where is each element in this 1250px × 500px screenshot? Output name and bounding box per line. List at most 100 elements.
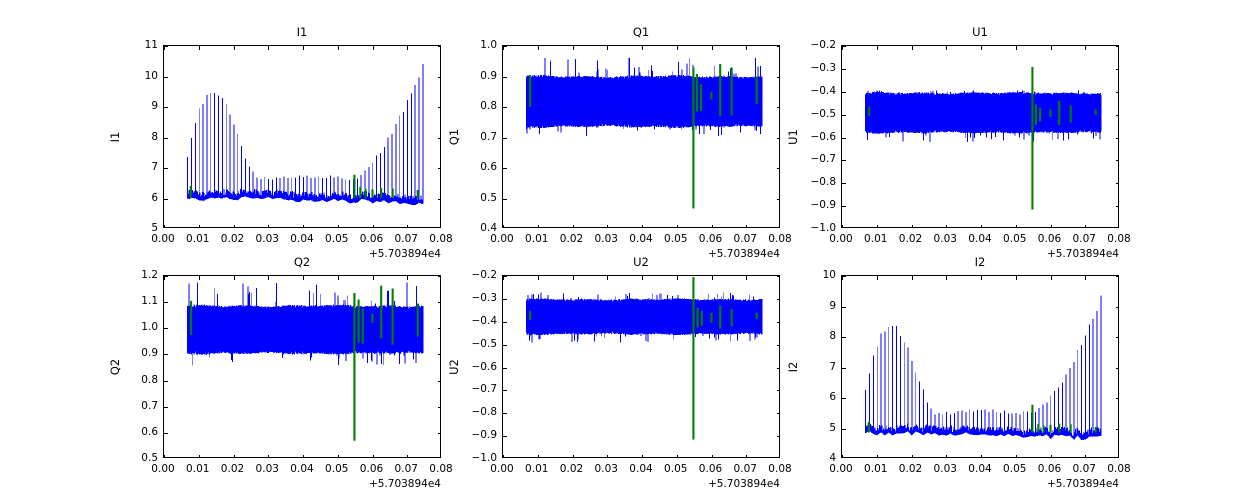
series-flagged	[529, 277, 758, 440]
y-tick-label: 0.4	[480, 222, 497, 234]
x-tick-label: 0.03	[594, 463, 618, 475]
y-tick-label: −0.2	[471, 269, 498, 281]
x-axis-offset-text: +5.703894e4	[1046, 248, 1119, 260]
x-tick-label: 0.01	[186, 463, 210, 475]
series-primary	[187, 282, 424, 366]
y-tick-label: 8	[151, 130, 158, 143]
y-tick-label: −0.8	[471, 406, 498, 419]
x-tick-label: 0.02	[220, 463, 245, 475]
y-tick-label: 4	[829, 452, 836, 464]
y-tick-label: 0.9	[480, 69, 497, 82]
y-tick-label: 7	[151, 161, 158, 173]
plot-panel-q2: Q2 0.00 0.01 0.02 0.03 0.04 0.05 0.06 0.07 0.08 0.…	[103, 255, 471, 493]
axis-ticks	[503, 276, 779, 457]
y-tick-label: 0.5	[141, 452, 158, 464]
y-tick-label: −0.4	[810, 84, 837, 97]
x-tick-label: 0.07	[394, 233, 418, 245]
y-tick-label: 0.7	[141, 399, 158, 412]
panel-title: Q2	[293, 255, 311, 269]
series-primary	[865, 295, 1102, 441]
x-tick-label: 0.01	[864, 233, 888, 245]
y-tick-label: −1.0	[810, 222, 837, 234]
x-tick-label: 0.06	[698, 463, 723, 475]
x-axis-offset-text: +5.703894e4	[707, 478, 780, 490]
axes-frame	[502, 275, 780, 458]
x-tick-label: 0.07	[1072, 463, 1096, 475]
x-tick-label: 0.05	[325, 463, 349, 475]
series-primary	[526, 57, 763, 136]
y-tick-label: 0.5	[480, 191, 497, 204]
x-axis-offset-text: +5.703894e4	[368, 478, 441, 490]
panel-title: I1	[296, 25, 308, 39]
y-tick-label: 11	[144, 39, 158, 51]
axes-frame	[841, 275, 1119, 458]
y-tick-label: 7	[829, 360, 836, 373]
x-tick-label: 0.05	[1003, 463, 1027, 475]
x-tick-label: 0.02	[559, 463, 584, 475]
y-tick-label: 8	[829, 330, 836, 342]
x-tick-label: 0.04	[629, 463, 653, 475]
x-tick-label: 0.06	[698, 233, 723, 245]
y-tick-label: 0.9	[141, 347, 158, 360]
y-tick-label: 0.8	[141, 373, 158, 386]
y-tick-label: −0.3	[810, 61, 837, 74]
panel-title: U2	[633, 255, 649, 269]
y-tick-label: −0.8	[810, 176, 837, 189]
x-tick-label: 0.03	[933, 233, 957, 245]
x-tick-label: 0.03	[255, 233, 279, 245]
y-tick-label: 9	[151, 100, 158, 112]
y-tick-label: −0.5	[810, 107, 837, 120]
data-plot-area	[842, 276, 1118, 457]
y-tick-label: −0.5	[471, 337, 498, 350]
y-tick-label: −0.2	[810, 39, 837, 51]
x-tick-label: 0.00	[151, 463, 175, 475]
x-tick-label: 0.00	[829, 233, 853, 245]
x-tick-label: 0.04	[290, 233, 314, 245]
plot-panel-u1: U1 0.00 0.01 0.02 0.03 0.04 0.05 0.06 0.07 0.08 −1…	[781, 25, 1149, 263]
x-tick-label: 0.05	[325, 233, 349, 245]
series-primary	[865, 90, 1102, 143]
y-tick-label: 1.1	[141, 295, 158, 308]
x-tick-label: 0.08	[1107, 463, 1131, 475]
y-tick-label: −0.9	[810, 199, 837, 212]
x-tick-label: 0.02	[898, 233, 923, 245]
y-tick-label: 0.7	[480, 130, 497, 143]
x-tick-label: 0.04	[968, 463, 992, 475]
series-flagged	[190, 285, 419, 441]
axes-frame	[502, 45, 780, 228]
panel-title: I2	[974, 255, 986, 269]
data-plot-area	[842, 46, 1118, 227]
y-axis-label: I2	[786, 361, 800, 372]
x-tick-label: 0.04	[629, 233, 653, 245]
x-tick-label: 0.03	[594, 233, 618, 245]
x-tick-label: 0.08	[429, 233, 453, 245]
data-plot-area	[503, 276, 779, 457]
series-flagged	[868, 67, 1097, 210]
axes-frame	[163, 45, 441, 228]
axis-ticks	[503, 46, 779, 227]
x-tick-label: 0.02	[559, 233, 584, 245]
series-flagged	[867, 404, 1097, 433]
y-tick-label: 10	[822, 269, 836, 281]
x-tick-label: 0.04	[968, 233, 992, 245]
x-tick-label: 0.03	[933, 463, 957, 475]
x-tick-label: 0.05	[664, 463, 688, 475]
x-tick-label: 0.06	[1037, 233, 1062, 245]
x-tick-label: 0.00	[829, 463, 853, 475]
y-tick-label: −0.9	[471, 429, 498, 442]
x-tick-label: 0.07	[394, 463, 418, 475]
axes-frame	[163, 275, 441, 458]
x-tick-label: 0.01	[864, 463, 888, 475]
y-tick-label: −0.7	[471, 383, 498, 396]
y-axis-label: Q2	[108, 358, 122, 375]
series-primary	[187, 64, 424, 206]
series-flagged	[529, 64, 758, 209]
x-tick-label: 0.04	[290, 463, 314, 475]
y-tick-label: −1.0	[471, 452, 498, 464]
x-tick-label: 0.05	[1003, 233, 1027, 245]
y-tick-label: 0.8	[480, 100, 497, 112]
y-tick-label: −0.4	[471, 314, 498, 327]
y-tick-label: 1.2	[141, 269, 158, 281]
x-axis-offset-text: +5.703894e4	[368, 248, 441, 260]
x-tick-label: 0.08	[1107, 233, 1131, 245]
